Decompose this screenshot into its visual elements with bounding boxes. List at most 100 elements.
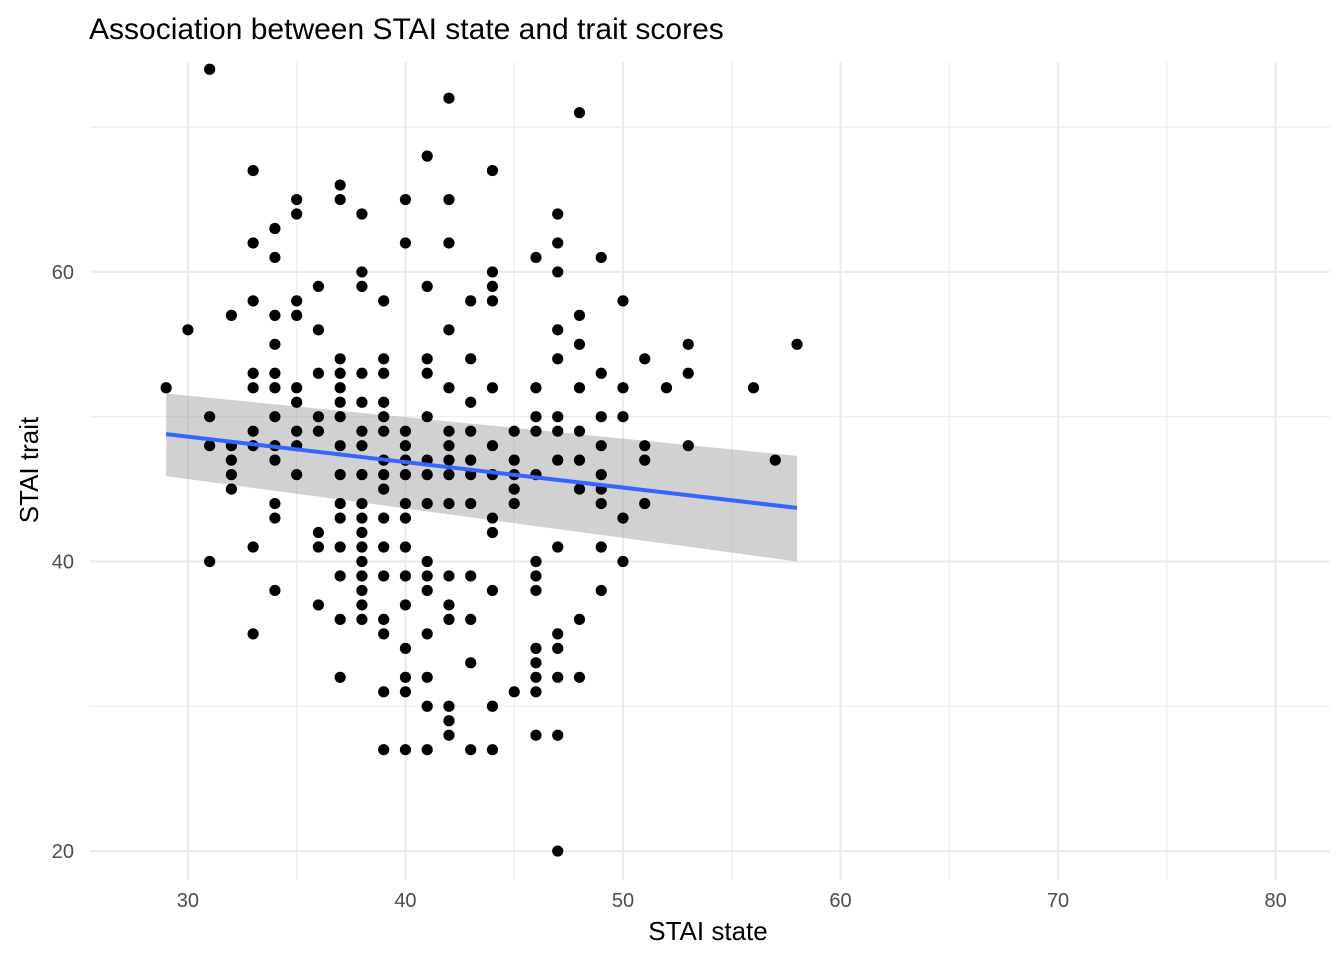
data-point	[465, 454, 477, 466]
data-point	[530, 555, 542, 568]
data-point	[639, 353, 651, 365]
data-point	[356, 367, 368, 379]
data-point	[334, 512, 346, 524]
data-point	[421, 570, 433, 582]
data-point	[356, 469, 368, 481]
data-point	[530, 251, 542, 264]
data-point	[334, 353, 346, 365]
x-axis-title: STAI state	[648, 916, 767, 946]
data-point	[399, 744, 412, 756]
data-point	[769, 454, 781, 466]
data-point	[508, 425, 520, 437]
data-point	[269, 411, 281, 423]
data-point	[595, 251, 607, 264]
data-point	[356, 425, 368, 437]
data-point	[356, 512, 368, 524]
data-point	[552, 266, 564, 278]
data-point	[465, 657, 477, 669]
data-point	[595, 411, 607, 423]
data-point	[247, 425, 259, 437]
data-point	[291, 208, 303, 220]
data-point	[573, 338, 586, 350]
data-point	[486, 584, 499, 597]
y-tick-label: 20	[52, 841, 74, 863]
data-point	[225, 454, 238, 466]
data-point	[269, 512, 281, 524]
data-point	[443, 613, 455, 625]
data-point	[421, 353, 433, 365]
x-axis-ticks: 30 40 50 60 70 80	[177, 890, 1287, 912]
data-point	[530, 642, 542, 654]
data-point	[399, 541, 412, 553]
data-point	[421, 555, 433, 568]
data-point	[421, 497, 433, 510]
data-point	[465, 570, 477, 582]
data-point	[443, 193, 455, 206]
data-point	[552, 541, 564, 553]
data-point	[486, 526, 499, 539]
data-point	[552, 324, 564, 336]
data-point	[378, 512, 390, 524]
x-tick-label: 80	[1264, 890, 1286, 912]
data-point	[312, 599, 325, 611]
data-point	[378, 541, 390, 553]
data-point	[465, 497, 477, 510]
data-point	[399, 642, 412, 654]
data-point	[291, 469, 303, 481]
data-point	[421, 469, 433, 481]
data-point	[312, 541, 325, 553]
data-point	[334, 382, 346, 394]
data-point	[486, 512, 499, 524]
data-point	[378, 744, 390, 756]
data-point	[291, 425, 303, 437]
data-point	[617, 382, 629, 394]
data-point	[269, 251, 281, 264]
data-point	[399, 497, 412, 510]
data-point	[552, 237, 564, 249]
data-point	[552, 454, 564, 466]
data-point	[421, 150, 433, 162]
data-point	[399, 570, 412, 582]
data-point	[378, 353, 390, 365]
data-point	[269, 338, 281, 350]
data-point	[682, 440, 694, 452]
data-point	[552, 642, 564, 654]
data-point	[552, 411, 564, 423]
data-point	[552, 845, 564, 857]
data-point	[182, 324, 194, 336]
data-point	[443, 469, 455, 481]
data-point	[639, 454, 651, 466]
data-point	[443, 92, 455, 104]
data-point	[486, 700, 499, 712]
data-point	[443, 715, 455, 727]
data-point	[334, 440, 346, 452]
data-point	[660, 382, 673, 394]
data-point	[486, 164, 499, 177]
chart-title: Association between STAI state and trait…	[89, 13, 724, 46]
x-tick-label: 60	[829, 890, 851, 912]
data-point	[443, 382, 455, 394]
data-point	[573, 425, 586, 437]
data-point	[378, 411, 390, 423]
data-point	[595, 497, 607, 510]
data-point	[443, 599, 455, 611]
data-point	[378, 570, 390, 582]
data-point	[378, 613, 390, 625]
data-point	[573, 454, 586, 466]
data-point	[334, 411, 346, 423]
data-point	[312, 367, 325, 379]
data-point	[443, 440, 455, 452]
data-point	[291, 295, 303, 307]
data-point	[617, 411, 629, 423]
fit-line-group	[165, 432, 798, 510]
data-point	[312, 324, 325, 336]
data-point	[530, 671, 542, 683]
data-point	[421, 700, 433, 712]
data-point	[421, 628, 433, 640]
x-tick-label: 40	[394, 890, 416, 912]
data-point	[443, 324, 455, 336]
data-point	[617, 555, 629, 568]
data-point	[334, 541, 346, 553]
y-tick-label: 40	[52, 551, 74, 573]
